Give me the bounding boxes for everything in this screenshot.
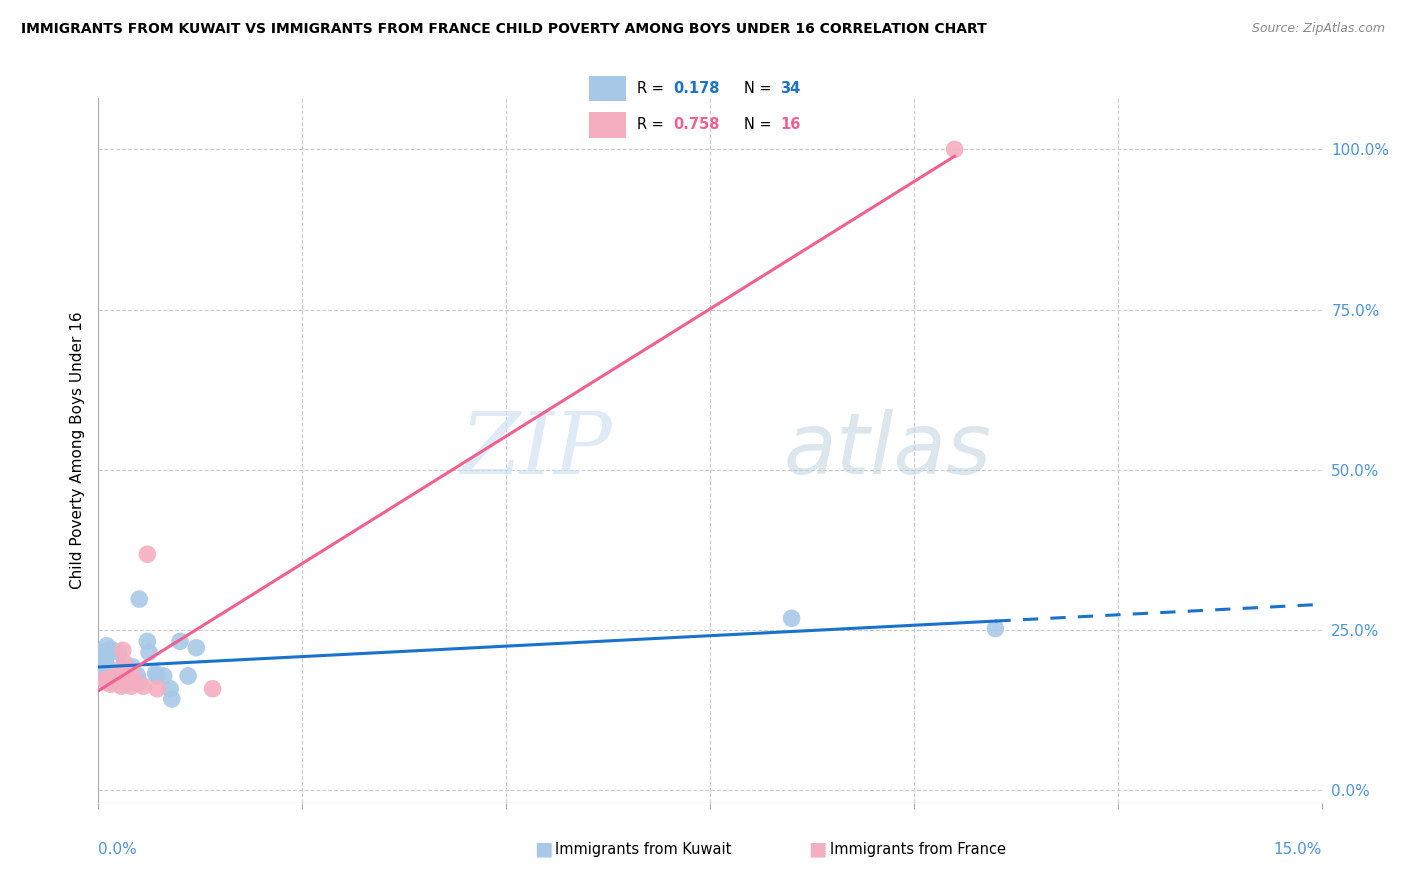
Point <box>128 592 150 607</box>
Point <box>132 679 155 693</box>
Point <box>111 660 134 674</box>
Point <box>91 645 114 659</box>
Point <box>100 642 122 657</box>
Point <box>780 611 803 625</box>
Point <box>96 639 118 653</box>
Point <box>100 677 122 691</box>
Point <box>111 663 134 677</box>
Point <box>111 675 134 690</box>
Text: 15.0%: 15.0% <box>1274 842 1322 856</box>
Point <box>138 645 160 659</box>
Point <box>120 679 142 693</box>
Point <box>105 673 128 687</box>
Point <box>96 675 118 690</box>
Text: 0.758: 0.758 <box>673 117 720 132</box>
Point <box>115 669 138 683</box>
Point <box>177 669 200 683</box>
Point <box>111 643 134 657</box>
Text: ■: ■ <box>808 839 827 859</box>
Point <box>201 681 224 696</box>
Point <box>186 640 208 655</box>
Y-axis label: Child Poverty Among Boys Under 16: Child Poverty Among Boys Under 16 <box>69 311 84 590</box>
Point <box>152 669 174 683</box>
Point <box>160 692 183 706</box>
Point <box>120 675 142 690</box>
Point <box>121 669 143 683</box>
Text: 0.0%: 0.0% <box>98 842 138 856</box>
Text: R =: R = <box>637 117 668 132</box>
Point <box>136 547 159 561</box>
Point <box>110 679 132 693</box>
FancyBboxPatch shape <box>589 76 626 102</box>
Point <box>114 656 136 670</box>
Point <box>96 658 118 673</box>
Text: 16: 16 <box>780 117 800 132</box>
Text: N =: N = <box>744 81 776 96</box>
Text: 0.178: 0.178 <box>673 81 720 96</box>
Point <box>94 655 117 669</box>
Point <box>110 669 132 683</box>
Text: ■: ■ <box>534 839 553 859</box>
Point <box>104 669 127 683</box>
Text: N =: N = <box>744 117 776 132</box>
Point <box>943 142 966 156</box>
Point <box>146 681 169 696</box>
Text: Immigrants from Kuwait: Immigrants from Kuwait <box>555 842 731 856</box>
FancyBboxPatch shape <box>589 112 626 137</box>
Point <box>159 681 181 696</box>
Point <box>96 669 118 683</box>
Text: IMMIGRANTS FROM KUWAIT VS IMMIGRANTS FROM FRANCE CHILD POVERTY AMONG BOYS UNDER : IMMIGRANTS FROM KUWAIT VS IMMIGRANTS FRO… <box>21 22 987 37</box>
Text: Source: ZipAtlas.com: Source: ZipAtlas.com <box>1251 22 1385 36</box>
Point <box>169 634 191 648</box>
Point <box>104 673 127 687</box>
Point <box>96 648 118 663</box>
Point <box>121 660 143 674</box>
Point <box>145 666 167 681</box>
Point <box>94 673 117 687</box>
Point <box>984 622 1007 636</box>
Point <box>146 669 169 683</box>
Point <box>100 665 122 679</box>
Point <box>128 675 150 690</box>
Point <box>136 634 159 648</box>
Point <box>91 669 114 683</box>
Text: 34: 34 <box>780 81 800 96</box>
Point <box>94 651 117 665</box>
Text: R =: R = <box>637 81 668 96</box>
Text: atlas: atlas <box>783 409 991 492</box>
Text: Immigrants from France: Immigrants from France <box>830 842 1005 856</box>
Point <box>108 645 131 659</box>
Text: ZIP: ZIP <box>460 409 612 491</box>
Point <box>118 669 141 683</box>
Point <box>127 669 149 683</box>
